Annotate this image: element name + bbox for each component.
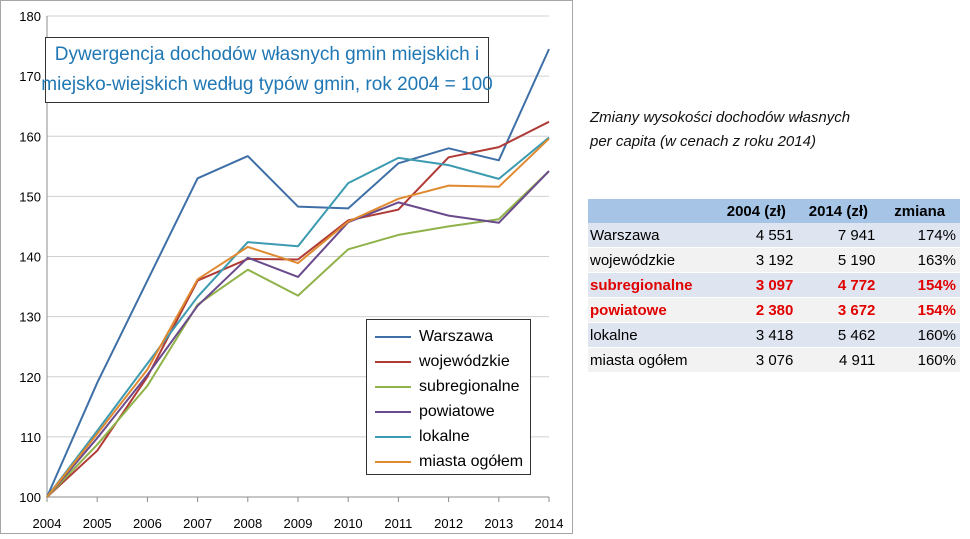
value-2014-cell: 4 911	[797, 347, 880, 373]
legend-entry: lokalne	[375, 424, 530, 449]
legend-swatch	[375, 410, 411, 413]
value-2004-cell: 3 097	[715, 272, 798, 298]
value-2004-cell: 4 551	[715, 223, 798, 248]
legend-label: lokalne	[419, 427, 470, 445]
table-row: Warszawa 4 551 7 941 174%	[588, 223, 960, 248]
legend-swatch	[375, 460, 411, 463]
header-cell-name	[588, 199, 716, 223]
y-tick-label: 110	[20, 430, 41, 445]
table-caption-line-2: per capita (w cenach z roku 2014)	[590, 133, 816, 150]
value-2014-cell: 7 941	[797, 223, 880, 248]
y-tick-label: 180	[19, 9, 41, 24]
x-tick-label: 2013	[484, 516, 513, 531]
value-2004-cell: 2 380	[715, 297, 798, 323]
row-name-cell: Warszawa	[588, 223, 716, 248]
legend-label: powiatowe	[419, 402, 495, 420]
change-cell: 163%	[879, 247, 960, 273]
x-tick-label: 2008	[233, 516, 262, 531]
table-caption: Zmiany wysokości dochodów własnych per c…	[590, 106, 960, 154]
change-cell: 174%	[879, 223, 960, 248]
table-row: wojewódzkie 3 192 5 190 163%	[588, 247, 960, 273]
legend-entry: subregionalne	[375, 374, 530, 399]
row-name-cell: subregionalne	[588, 272, 716, 298]
chart-title-box: Dywergencja dochodów własnych gmin miejs…	[41, 37, 493, 103]
value-2014-cell: 3 672	[797, 297, 880, 323]
legend-entry: miasta ogółem	[375, 449, 530, 474]
value-2014-cell: 5 462	[797, 322, 880, 348]
value-2004-cell: 3 418	[715, 322, 798, 348]
x-tick-label: 2010	[334, 516, 363, 531]
x-tick-label: 2012	[434, 516, 463, 531]
chart-legend: Warszawa wojewódzkie subregionalne powiatow…	[366, 319, 531, 475]
table-row: powiatowe 2 380 3 672 154%	[588, 297, 960, 323]
y-tick-label: 120	[19, 370, 41, 385]
legend-entry: wojewódzkie	[375, 349, 530, 374]
legend-swatch	[375, 385, 411, 388]
series-line-5	[46, 137, 550, 498]
row-name-cell: lokalne	[588, 322, 716, 348]
change-cell: 160%	[879, 347, 960, 373]
value-2014-cell: 4 772	[797, 272, 880, 298]
legend-entry: powiatowe	[375, 399, 530, 424]
legend-label: miasta ogółem	[419, 452, 524, 470]
header-cell-2014: 2014 (zł)	[797, 199, 880, 223]
legend-swatch	[375, 335, 411, 338]
table-row: miasta ogółem 3 076 4 911 160%	[588, 347, 960, 373]
legend-label: wojewódzkie	[419, 352, 510, 370]
legend-swatch	[375, 360, 411, 363]
change-cell: 154%	[879, 297, 960, 323]
x-tick-label: 2014	[535, 516, 564, 531]
series-line-2	[46, 170, 550, 498]
change-cell: 160%	[879, 322, 960, 348]
x-tick-label: 2011	[384, 516, 412, 531]
series-line-3	[46, 170, 550, 498]
table-header-row: 2004 (zł) 2014 (zł) zmiana	[588, 199, 960, 223]
value-2014-cell: 5 190	[797, 247, 880, 273]
x-tick-label: 2006	[133, 516, 162, 531]
table-row: subregionalne 3 097 4 772 154%	[588, 272, 960, 298]
y-tick-label: 100	[19, 490, 41, 505]
chart-title-line-1: Dywergencja dochodów własnych gmin miejs…	[54, 44, 480, 65]
x-tick-label: 2007	[183, 516, 212, 531]
change-cell: 154%	[879, 272, 960, 298]
series-line-0	[46, 48, 550, 498]
chart-panel: 100 110 120 130 140 150 160 170 180 2004 2005 2006 2…	[0, 0, 573, 534]
header-cell-change: zmiana	[879, 199, 960, 223]
row-name-cell: powiatowe	[588, 297, 716, 323]
y-tick-label: 140	[19, 250, 41, 265]
chart-title-line-2: miejsko-wiejskich według typów gmin, rok…	[41, 74, 493, 95]
row-name-cell: miasta ogółem	[588, 347, 716, 373]
x-tick-label: 2004	[33, 516, 62, 531]
header-cell-2004: 2004 (zł)	[715, 199, 798, 223]
value-2004-cell: 3 192	[715, 247, 798, 273]
legend-label: Warszawa	[419, 327, 494, 345]
x-tick-label: 2009	[284, 516, 313, 531]
value-2004-cell: 3 076	[715, 347, 798, 373]
y-tick-label: 150	[19, 189, 41, 204]
line-chart: 100 110 120 130 140 150 160 170 180 2004 2005 2006 2…	[19, 9, 564, 531]
income-table-wrap: 2004 (zł) 2014 (zł) zmiana Warszawa 4 551…	[588, 199, 960, 373]
x-tick-label: 2005	[83, 516, 112, 531]
y-tick-label: 170	[19, 69, 41, 84]
legend-swatch	[375, 435, 411, 438]
y-tick-label: 160	[19, 129, 41, 144]
series-line-4	[46, 136, 550, 498]
legend-label: subregionalne	[419, 377, 520, 395]
table-caption-line-1: Zmiany wysokości dochodów własnych	[590, 109, 851, 126]
row-name-cell: wojewódzkie	[588, 247, 716, 273]
legend-entry: Warszawa	[375, 324, 530, 349]
series-line-1	[46, 120, 550, 498]
table-row: lokalne 3 418 5 462 160%	[588, 322, 960, 348]
income-table: 2004 (zł) 2014 (zł) zmiana Warszawa 4 551…	[588, 199, 960, 373]
y-tick-label: 130	[19, 310, 41, 325]
